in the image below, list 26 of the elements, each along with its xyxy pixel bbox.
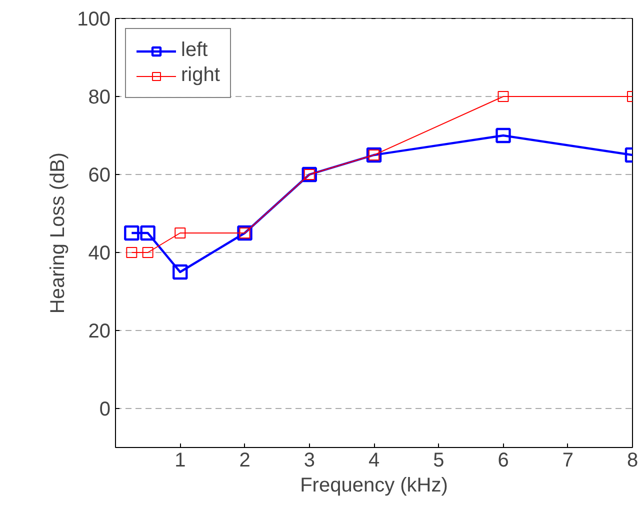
y-axis-title: Hearing Loss (dB) xyxy=(47,152,70,314)
point xyxy=(172,264,188,280)
x-tick-label: 2 xyxy=(239,450,250,472)
point xyxy=(124,225,140,241)
y-tick-label: 40 xyxy=(88,242,111,264)
x-axis-title: Frequency (kHz) xyxy=(300,474,448,496)
x-tick-label: 4 xyxy=(368,450,380,472)
y-tick-label: 0 xyxy=(99,398,110,420)
y-tick-label: 20 xyxy=(88,320,111,342)
point xyxy=(126,247,138,258)
y-tick-label: 60 xyxy=(88,164,111,186)
x-tick-label: 1 xyxy=(174,450,186,472)
x-tick-label: 6 xyxy=(498,450,509,472)
x-tick-label: 5 xyxy=(433,450,444,472)
point xyxy=(496,128,511,144)
x-tick-label: 3 xyxy=(304,450,315,472)
legend-label: left xyxy=(181,39,208,62)
y-tick-label: 100 xyxy=(77,8,111,30)
x-tick-label: 7 xyxy=(562,450,574,472)
point xyxy=(142,247,154,258)
y-tick-label: 80 xyxy=(88,86,111,108)
point xyxy=(174,228,186,238)
point xyxy=(140,225,156,241)
point xyxy=(498,91,509,102)
legend-label: right xyxy=(181,64,220,87)
x-tick-label: 8 xyxy=(626,450,638,472)
